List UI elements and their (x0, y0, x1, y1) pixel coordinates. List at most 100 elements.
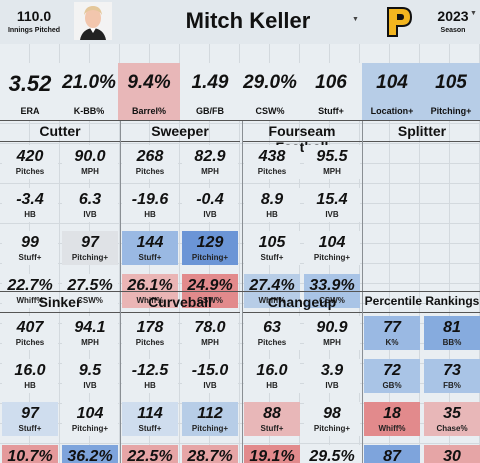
section-title-splitter: Splitter (397, 123, 447, 139)
metric-value: 94.1 (74, 318, 106, 336)
stat-csw: 29.0% CSW% (240, 63, 300, 120)
metric-value: 178 (136, 318, 164, 336)
metric-ivb: -15.0 IVB (182, 359, 238, 393)
metric-value: 6.3 (78, 190, 102, 208)
metric-label: IVB (203, 380, 217, 390)
player-dropdown-chevron-icon[interactable]: ▼ (352, 16, 359, 23)
metric-value: 19.1% (249, 447, 295, 463)
player-name: Mitch Keller (185, 8, 311, 33)
stat-value: 104 (376, 72, 408, 93)
metric-value: 10.7% (7, 447, 53, 463)
season-dropdown-chevron-icon[interactable]: ▼ (470, 10, 477, 17)
metric-ivb: 3.9 IVB (304, 359, 360, 393)
metric-label: Stuff+ (260, 423, 284, 433)
season-value: 2023 (437, 8, 469, 24)
metric-label: IVB (325, 209, 339, 219)
metric-hb: -12.5 HB (122, 359, 178, 393)
metric-label: HB (24, 209, 36, 219)
column-divider (120, 121, 121, 463)
percentile-chase: 35 Chase% (424, 402, 480, 436)
metric-csw: 36.2%CSW% (62, 445, 118, 463)
metric-label: HB (266, 209, 278, 219)
team-logo (380, 4, 416, 40)
metric-value: -3.4 (16, 190, 44, 208)
metric-value: 99 (21, 233, 39, 251)
metric-value: 27.5% (67, 276, 113, 294)
metric-value: 104 (76, 404, 104, 422)
stat-location: 104 Location+ (362, 63, 422, 120)
metric-stuff: 144 Stuff+ (122, 231, 178, 265)
percentile-value: 35 (443, 404, 461, 422)
metric-value: 88 (263, 404, 281, 422)
section-title-percentile-rankings: Percentile Rankings (364, 294, 480, 308)
section-title-sinker: Sinker (38, 294, 82, 310)
metric-pitches: 268 Pitches (122, 145, 178, 179)
metric-value: 82.9 (194, 147, 226, 165)
metric-mph: 90.0 MPH (62, 145, 118, 179)
divider (242, 312, 362, 313)
metric-ivb: 9.5 IVB (62, 359, 118, 393)
metric-value: 22.7% (7, 276, 53, 294)
stat-label: Stuff+ (318, 106, 344, 116)
metric-value: 3.9 (320, 361, 344, 379)
metric-pitches: 438 Pitches (244, 145, 300, 179)
metric-value: 97 (21, 404, 39, 422)
metric-stuff: 99 Stuff+ (2, 231, 58, 265)
metric-value: 16.0 (14, 361, 46, 379)
percentile-whiff: 18 Whiff% (364, 402, 420, 436)
metric-label: MPH (323, 337, 341, 347)
stat-label: GB/FB (196, 106, 224, 116)
metric-value: 112 (197, 404, 223, 422)
metric-label: HB (24, 380, 36, 390)
metric-pitching: 112 Pitching+ (182, 402, 238, 436)
metric-ivb: -0.4 IVB (182, 188, 238, 222)
innings-pitched-value: 110.0 (16, 8, 52, 24)
metric-label: Pitches (135, 337, 165, 347)
percentile-value: 77 (383, 318, 401, 336)
season-label: Season (440, 27, 466, 34)
metric-label: HB (144, 209, 156, 219)
stat-gb-fb: 1.49 GB/FB (180, 63, 240, 120)
metric-label: CSW% (197, 295, 223, 305)
stat-label: Pitching+ (430, 106, 472, 116)
metric-value: 29.5% (309, 447, 355, 463)
percentile-value: 81 (443, 318, 461, 336)
metric-value: 27.4% (249, 276, 295, 294)
metric-label: IVB (83, 380, 97, 390)
metric-value: 407 (16, 318, 44, 336)
metric-hb: 8.9 HB (244, 188, 300, 222)
divider (362, 312, 480, 313)
metric-value: -15.0 (191, 361, 229, 379)
percentile-label: BB% (442, 337, 462, 347)
divider (0, 120, 480, 121)
divider (120, 141, 240, 142)
metric-label: Pitching+ (313, 423, 351, 433)
metric-mph: 95.5 MPH (304, 145, 360, 179)
metric-label: IVB (203, 209, 217, 219)
metric-whiff: 10.7%Whiff% (2, 445, 58, 463)
metric-label: Pitching+ (191, 423, 229, 433)
metric-whiff: 22.5%Whiff% (122, 445, 178, 463)
metric-pitching: 98 Pitching+ (304, 402, 360, 436)
metric-value: 24.9% (187, 276, 233, 294)
stat-label: ERA (20, 106, 40, 116)
percentile-gb: 72 GB% (364, 359, 420, 393)
percentile-label: FB% (443, 380, 461, 390)
stat-label: Location+ (370, 106, 414, 116)
metric-value: 268 (136, 147, 164, 165)
metric-stuff: 97 Stuff+ (2, 402, 58, 436)
divider (0, 312, 120, 313)
metric-value: 438 (258, 147, 286, 165)
row-divider (0, 291, 480, 292)
metric-csw: 29.5%CSW% (304, 445, 360, 463)
metric-value: 15.4 (316, 190, 348, 208)
metric-label: Stuff+ (138, 423, 162, 433)
metric-hb: 16.0 HB (2, 359, 58, 393)
percentile-bb: 81 BB% (424, 316, 480, 350)
player-avatar-icon (74, 2, 112, 40)
metric-value: 78.0 (194, 318, 226, 336)
metric-pitching: 129 Pitching+ (182, 231, 238, 265)
stat-label: K-BB% (73, 106, 105, 116)
metric-value: 63 (263, 318, 281, 336)
metric-label: Whiff% (136, 295, 164, 305)
